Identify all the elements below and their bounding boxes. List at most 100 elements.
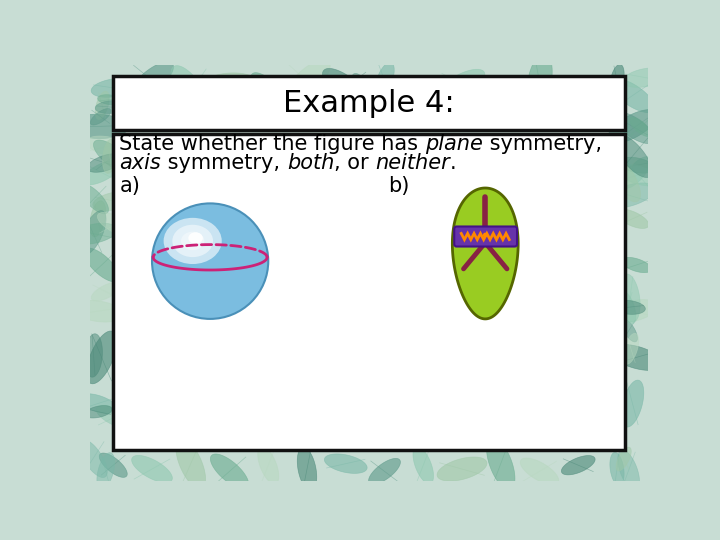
Ellipse shape	[167, 218, 251, 302]
Polygon shape	[96, 405, 135, 429]
Text: neither: neither	[375, 153, 450, 173]
Text: Example 4:: Example 4:	[283, 89, 455, 118]
Polygon shape	[80, 211, 106, 255]
Polygon shape	[202, 73, 257, 95]
Polygon shape	[176, 438, 205, 489]
FancyBboxPatch shape	[113, 76, 625, 130]
Ellipse shape	[152, 204, 269, 319]
Text: plane: plane	[425, 133, 483, 153]
Polygon shape	[604, 183, 655, 208]
Polygon shape	[618, 450, 639, 490]
Ellipse shape	[153, 205, 267, 318]
Polygon shape	[99, 453, 127, 477]
Polygon shape	[210, 454, 248, 489]
Polygon shape	[622, 157, 651, 188]
Ellipse shape	[161, 212, 259, 310]
Polygon shape	[621, 258, 652, 273]
Polygon shape	[187, 75, 206, 107]
Polygon shape	[621, 380, 644, 427]
Ellipse shape	[192, 240, 212, 261]
Polygon shape	[452, 188, 518, 319]
Ellipse shape	[159, 211, 261, 312]
Ellipse shape	[181, 231, 233, 282]
Polygon shape	[91, 78, 135, 97]
Polygon shape	[95, 100, 127, 113]
Polygon shape	[95, 91, 109, 119]
Ellipse shape	[175, 225, 241, 292]
Polygon shape	[98, 94, 122, 105]
Ellipse shape	[174, 224, 243, 293]
Ellipse shape	[191, 240, 215, 263]
Ellipse shape	[171, 222, 246, 297]
Polygon shape	[284, 59, 330, 104]
Ellipse shape	[166, 217, 253, 303]
Polygon shape	[258, 446, 279, 484]
Polygon shape	[375, 62, 395, 98]
FancyBboxPatch shape	[454, 226, 517, 247]
Polygon shape	[608, 156, 641, 202]
Ellipse shape	[483, 233, 487, 237]
Polygon shape	[171, 65, 211, 118]
Polygon shape	[415, 76, 431, 107]
Polygon shape	[487, 437, 515, 490]
Ellipse shape	[155, 206, 265, 316]
Ellipse shape	[196, 244, 204, 252]
Polygon shape	[90, 201, 106, 237]
Polygon shape	[437, 457, 487, 481]
Polygon shape	[351, 73, 373, 108]
Polygon shape	[97, 453, 114, 490]
Ellipse shape	[194, 242, 209, 256]
Polygon shape	[97, 212, 134, 237]
Polygon shape	[607, 300, 657, 323]
Ellipse shape	[189, 232, 203, 244]
Ellipse shape	[185, 234, 225, 275]
Polygon shape	[527, 53, 552, 111]
Polygon shape	[94, 140, 132, 173]
Polygon shape	[130, 62, 174, 99]
Ellipse shape	[164, 215, 255, 305]
Polygon shape	[611, 300, 645, 314]
Text: , or: , or	[334, 153, 375, 173]
Ellipse shape	[172, 225, 213, 257]
Ellipse shape	[184, 233, 228, 277]
Polygon shape	[79, 184, 109, 214]
Polygon shape	[86, 331, 117, 384]
Polygon shape	[85, 334, 102, 377]
Polygon shape	[610, 79, 654, 112]
Ellipse shape	[197, 245, 202, 250]
Ellipse shape	[183, 233, 229, 279]
Text: b): b)	[388, 176, 410, 196]
Polygon shape	[84, 248, 120, 282]
Polygon shape	[613, 134, 652, 178]
Polygon shape	[86, 136, 132, 157]
Polygon shape	[82, 160, 121, 185]
Text: symmetry,: symmetry,	[483, 133, 602, 153]
Ellipse shape	[187, 237, 222, 271]
Text: axis: axis	[120, 153, 161, 173]
Ellipse shape	[197, 245, 201, 248]
Polygon shape	[618, 291, 636, 324]
Polygon shape	[610, 345, 663, 370]
Text: .: .	[450, 153, 456, 173]
Polygon shape	[72, 300, 123, 322]
Polygon shape	[297, 447, 317, 491]
Polygon shape	[616, 164, 660, 186]
Ellipse shape	[179, 230, 235, 285]
Text: symmetry,: symmetry,	[161, 153, 287, 173]
Polygon shape	[480, 81, 522, 98]
Ellipse shape	[178, 228, 236, 286]
Polygon shape	[608, 110, 657, 143]
Polygon shape	[629, 117, 651, 137]
Ellipse shape	[190, 239, 216, 265]
Polygon shape	[624, 333, 639, 364]
Polygon shape	[91, 282, 121, 301]
Polygon shape	[610, 64, 624, 96]
Polygon shape	[613, 112, 654, 144]
Ellipse shape	[177, 227, 238, 288]
Ellipse shape	[158, 209, 262, 313]
Ellipse shape	[152, 204, 269, 319]
Polygon shape	[616, 447, 631, 471]
Text: both: both	[287, 153, 334, 173]
Polygon shape	[623, 68, 668, 87]
Polygon shape	[325, 454, 367, 474]
